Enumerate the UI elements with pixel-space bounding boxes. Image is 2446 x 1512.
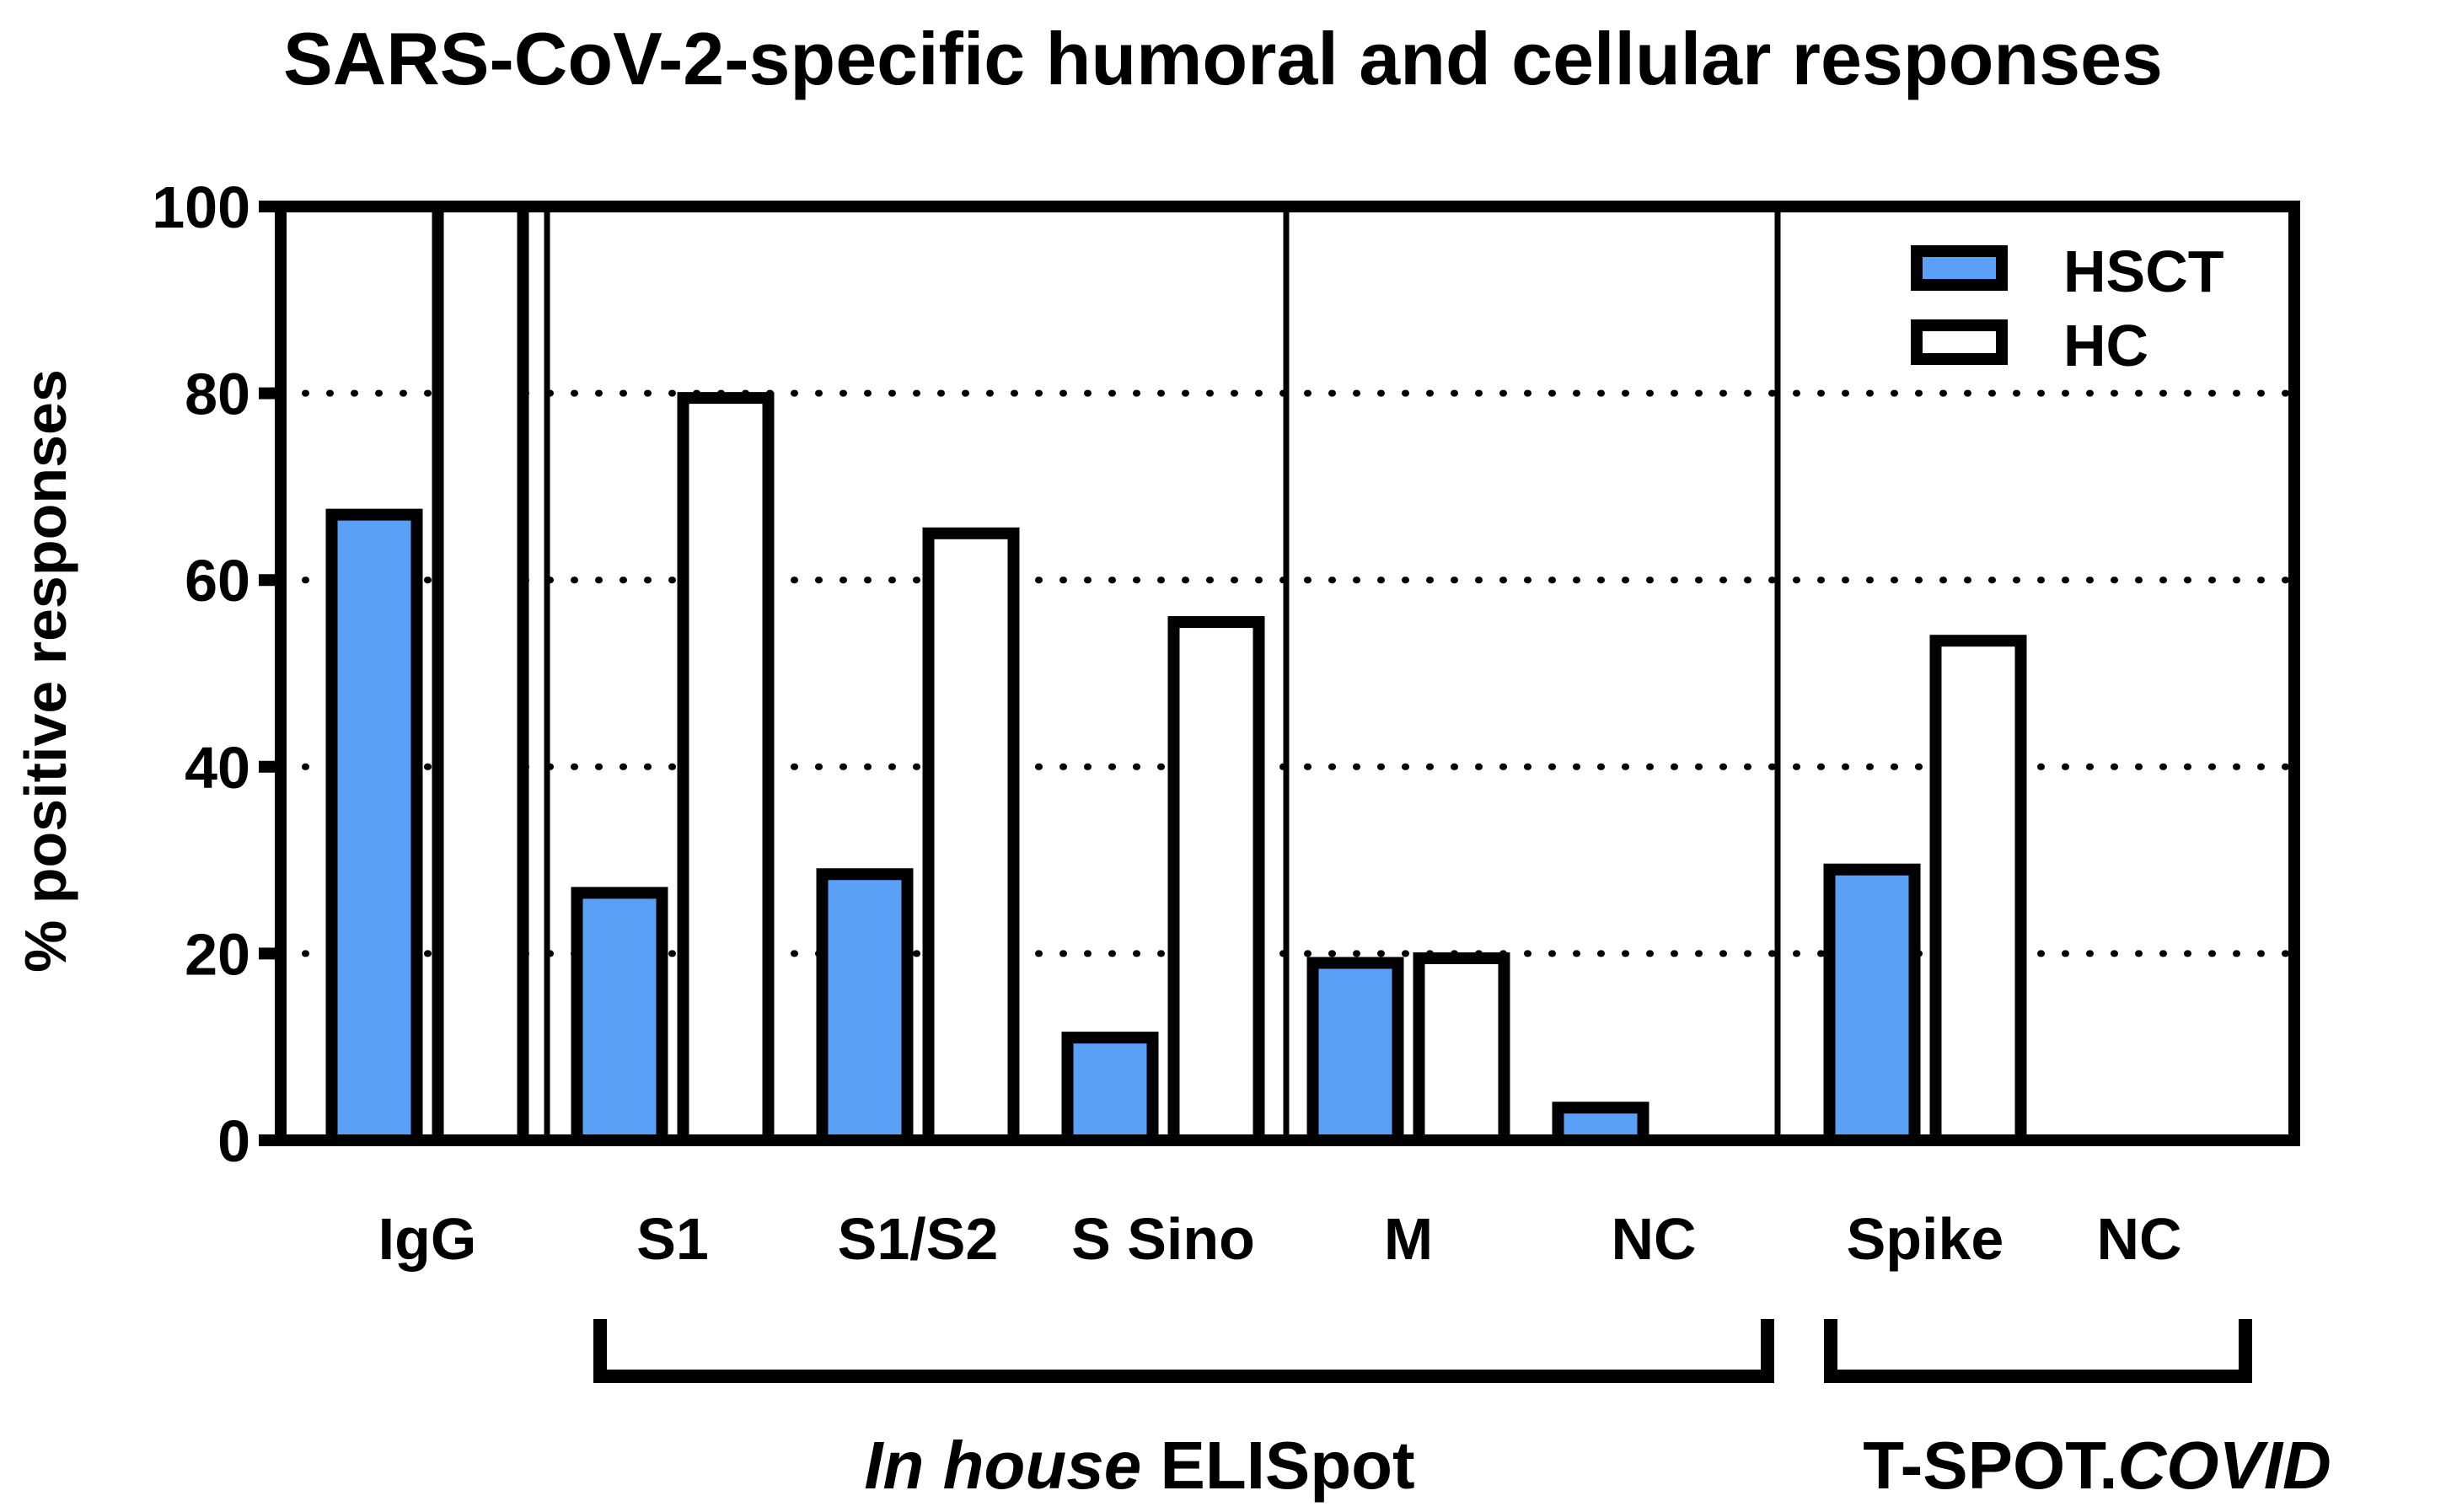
bar-hc-6	[1929, 635, 2027, 1146]
x-label-5: NC	[1611, 1206, 1696, 1272]
group-label-tspot-rest: T-SPOT.	[1863, 1428, 2117, 1503]
bar-hsct-2	[816, 868, 914, 1146]
chart-title: SARS-CoV-2-specific humoral and cellular…	[283, 17, 2163, 100]
group-label-tspot: T-SPOT.COVID	[1863, 1428, 2331, 1503]
x-label-6: Spike	[1847, 1206, 2004, 1272]
y-tick-label-60: 60	[185, 548, 250, 614]
bar-hc-1	[677, 392, 775, 1146]
y-tick-label-0: 0	[217, 1108, 250, 1174]
bar-hsct-1	[571, 887, 668, 1146]
group-label-elispot: In house ELISpot	[864, 1428, 1414, 1503]
group-label-elispot-italic: In house	[864, 1428, 1141, 1503]
bracket-elispot	[593, 1319, 1774, 1383]
x-label-2: S1/S2	[838, 1206, 999, 1272]
bar-hc-2	[922, 527, 1020, 1146]
bar-hc-4	[1413, 952, 1510, 1146]
bar-hsct-3	[1061, 1032, 1159, 1146]
x-label-7: NC	[2096, 1206, 2181, 1272]
plot-frame	[275, 201, 2300, 1146]
legend-swatch-hc	[1911, 319, 2008, 365]
group-label-tspot-italic: COVID	[2117, 1428, 2331, 1503]
bar-hsct-4	[1306, 957, 1404, 1146]
y-tick-label-100: 100	[152, 174, 250, 240]
y-tick-label-20: 20	[185, 921, 250, 987]
bar-hsct-0	[325, 508, 423, 1146]
y-axis-label: % positive responses	[13, 369, 78, 973]
group-brackets: In house ELISpot T-SPOT.COVID	[593, 1319, 2331, 1503]
bars	[325, 201, 2027, 1147]
legend-swatch-hsct	[1911, 245, 2008, 291]
legend: HSCT HC	[1911, 239, 2224, 378]
legend-label-hsct: HSCT	[2063, 239, 2224, 304]
x-label-3: S Sino	[1071, 1206, 1255, 1272]
y-tick-label-80: 80	[185, 362, 250, 427]
x-label-0: IgG	[378, 1206, 477, 1272]
bar-hc-3	[1167, 616, 1265, 1146]
x-label-4: M	[1384, 1206, 1433, 1272]
x-axis-labels: IgG S1 S1/S2 S Sino M NC Spike NC	[378, 1206, 2182, 1272]
y-tick-label-40: 40	[185, 735, 250, 801]
legend-label-hc: HC	[2063, 313, 2148, 378]
y-axis-ticks: 0 20 40 60 80 100	[152, 174, 281, 1174]
bar-hc-0	[432, 201, 529, 1146]
group-label-elispot-rest: ELISpot	[1141, 1428, 1414, 1503]
bar-hsct-6	[1823, 863, 1921, 1147]
bracket-tspot	[1824, 1319, 2252, 1383]
x-label-1: S1	[636, 1206, 709, 1272]
